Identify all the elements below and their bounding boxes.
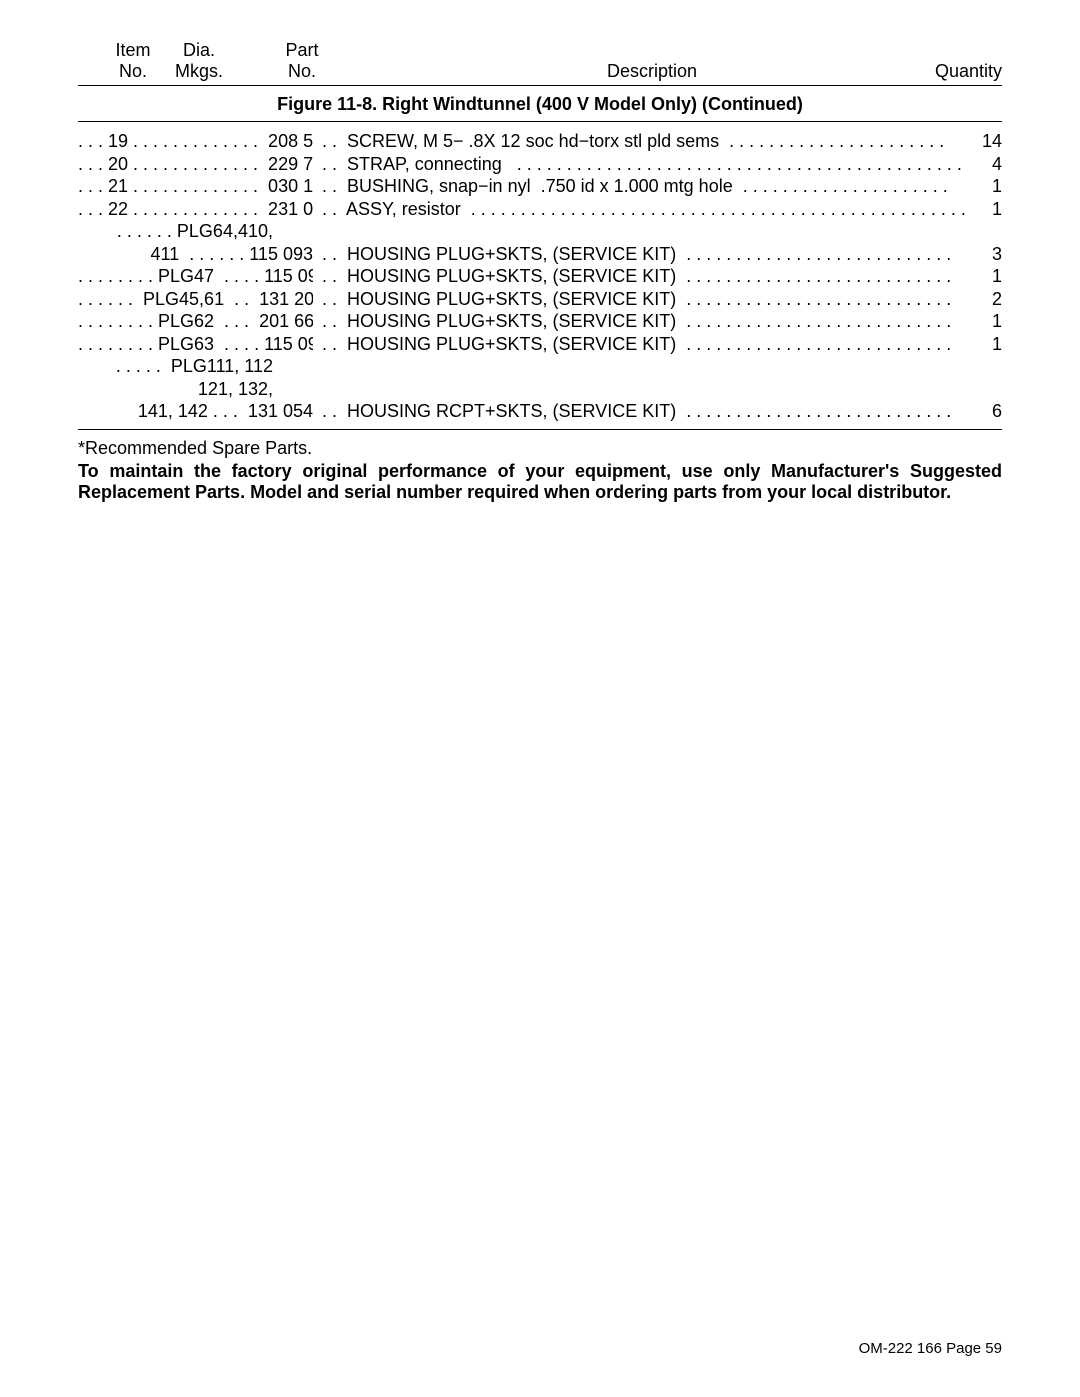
header-part-line1: Part bbox=[272, 40, 332, 61]
footnote: *Recommended Spare Parts. bbox=[78, 438, 1002, 459]
parts-row: . . . . . . PLG45,61 . . 131 204 . . HOU… bbox=[78, 288, 1002, 311]
parts-row: 121, 132, bbox=[78, 378, 1002, 401]
bottom-rule bbox=[78, 429, 1002, 430]
row-qty bbox=[968, 378, 1002, 401]
row-left: . . . . . . . . PLG47 . . . . 115 091 bbox=[78, 265, 313, 288]
row-description: . . HOUSING PLUG+SKTS, (SERVICE KIT) . .… bbox=[313, 333, 968, 356]
row-left: . . . 21 . . . . . . . . . . . . . 030 1… bbox=[78, 175, 313, 198]
parts-row: . . . 22 . . . . . . . . . . . . . 231 0… bbox=[78, 198, 1002, 221]
header-part-line2: No. bbox=[272, 61, 332, 82]
parts-row: . . . . . PLG111, 112 bbox=[78, 355, 1002, 378]
row-left: 141, 142 . . . 131 054 bbox=[78, 400, 313, 423]
row-description: . . HOUSING PLUG+SKTS, (SERVICE KIT) . .… bbox=[313, 265, 968, 288]
row-left: . . . . . . PLG64,410, bbox=[78, 220, 313, 243]
maintenance-note: To maintain the factory original perform… bbox=[78, 461, 1002, 504]
parts-row: . . . . . . . . PLG63 . . . . 115 094 . … bbox=[78, 333, 1002, 356]
row-qty: 1 bbox=[968, 310, 1002, 333]
parts-row: . . . . . . PLG64,410, bbox=[78, 220, 1002, 243]
row-description bbox=[313, 220, 968, 243]
row-left: 121, 132, bbox=[78, 378, 313, 401]
row-left: . . . 19 . . . . . . . . . . . . . 208 5… bbox=[78, 130, 313, 153]
header-dia-line2: Mkgs. bbox=[164, 61, 234, 82]
header-rule bbox=[78, 85, 1002, 86]
header-description-text: Description bbox=[402, 61, 902, 82]
row-description: . . SCREW, M 5− .8X 12 soc hd−torx stl p… bbox=[313, 130, 968, 153]
parts-row: . . . 21 . . . . . . . . . . . . . 030 1… bbox=[78, 175, 1002, 198]
header-item-line2: No. bbox=[102, 61, 164, 82]
row-description: . . HOUSING PLUG+SKTS, (SERVICE KIT) . .… bbox=[313, 310, 968, 333]
row-description bbox=[313, 378, 968, 401]
header-item-line1: Item bbox=[102, 40, 164, 61]
row-qty bbox=[968, 355, 1002, 378]
table-header: Item No. Dia. Mkgs. Part No. Description… bbox=[78, 40, 1002, 81]
row-description: . . HOUSING PLUG+SKTS, (SERVICE KIT) . .… bbox=[313, 288, 968, 311]
row-left: . . . . . . . . PLG62 . . . 201 665 bbox=[78, 310, 313, 333]
header-dia-line1: Dia. bbox=[164, 40, 234, 61]
row-qty: 1 bbox=[968, 198, 1002, 221]
row-qty: 1 bbox=[968, 333, 1002, 356]
parts-row: 141, 142 . . . 131 054 . . HOUSING RCPT+… bbox=[78, 400, 1002, 423]
row-description: . . HOUSING RCPT+SKTS, (SERVICE KIT) . .… bbox=[313, 400, 968, 423]
row-left: . . . . . PLG111, 112 bbox=[78, 355, 313, 378]
header-dia: Dia. Mkgs. bbox=[164, 40, 234, 81]
row-description: . . BUSHING, snap−in nyl .750 id x 1.000… bbox=[313, 175, 968, 198]
header-description: Description bbox=[332, 40, 902, 81]
row-qty: 6 bbox=[968, 400, 1002, 423]
header-part: Part No. bbox=[272, 40, 332, 81]
header-quantity: Quantity bbox=[902, 40, 1002, 81]
parts-row: 411 . . . . . . 115 093 . . HOUSING PLUG… bbox=[78, 243, 1002, 266]
header-item: Item No. bbox=[102, 40, 164, 81]
note-line1: To maintain the factory original perform… bbox=[78, 461, 1002, 481]
row-qty: 1 bbox=[968, 265, 1002, 288]
row-description: . . HOUSING PLUG+SKTS, (SERVICE KIT) . .… bbox=[313, 243, 968, 266]
parts-row: . . . . . . . . PLG62 . . . 201 665 . . … bbox=[78, 310, 1002, 333]
parts-row: . . . . . . . . PLG47 . . . . 115 091 . … bbox=[78, 265, 1002, 288]
row-qty: 2 bbox=[968, 288, 1002, 311]
page-footer: OM-222 166 Page 59 bbox=[859, 1340, 1002, 1357]
row-left: . . . . . . . . PLG63 . . . . 115 094 bbox=[78, 333, 313, 356]
row-description: . . STRAP, connecting . . . . . . . . . … bbox=[313, 153, 968, 176]
header-quantity-text: Quantity bbox=[902, 61, 1002, 82]
figure-rule bbox=[78, 121, 1002, 122]
page: Item No. Dia. Mkgs. Part No. Description… bbox=[0, 0, 1080, 1397]
row-qty bbox=[968, 220, 1002, 243]
row-description bbox=[313, 355, 968, 378]
parts-list: . . . 19 . . . . . . . . . . . . . 208 5… bbox=[78, 130, 1002, 423]
row-left: . . . . . . PLG45,61 . . 131 204 bbox=[78, 288, 313, 311]
parts-row: . . . 19 . . . . . . . . . . . . . 208 5… bbox=[78, 130, 1002, 153]
note-line2: Replacement Parts. Model and serial numb… bbox=[78, 482, 1002, 504]
row-left: . . . 22 . . . . . . . . . . . . . 231 0… bbox=[78, 198, 313, 221]
row-qty: 4 bbox=[968, 153, 1002, 176]
row-left: 411 . . . . . . 115 093 bbox=[78, 243, 313, 266]
row-qty: 3 bbox=[968, 243, 1002, 266]
row-qty: 14 bbox=[968, 130, 1002, 153]
parts-row: . . . 20 . . . . . . . . . . . . . 229 7… bbox=[78, 153, 1002, 176]
row-qty: 1 bbox=[968, 175, 1002, 198]
figure-title: Figure 11-8. Right Windtunnel (400 V Mod… bbox=[78, 94, 1002, 115]
row-left: . . . 20 . . . . . . . . . . . . . 229 7… bbox=[78, 153, 313, 176]
row-description: . . ASSY, resistor . . . . . . . . . . .… bbox=[313, 198, 968, 221]
